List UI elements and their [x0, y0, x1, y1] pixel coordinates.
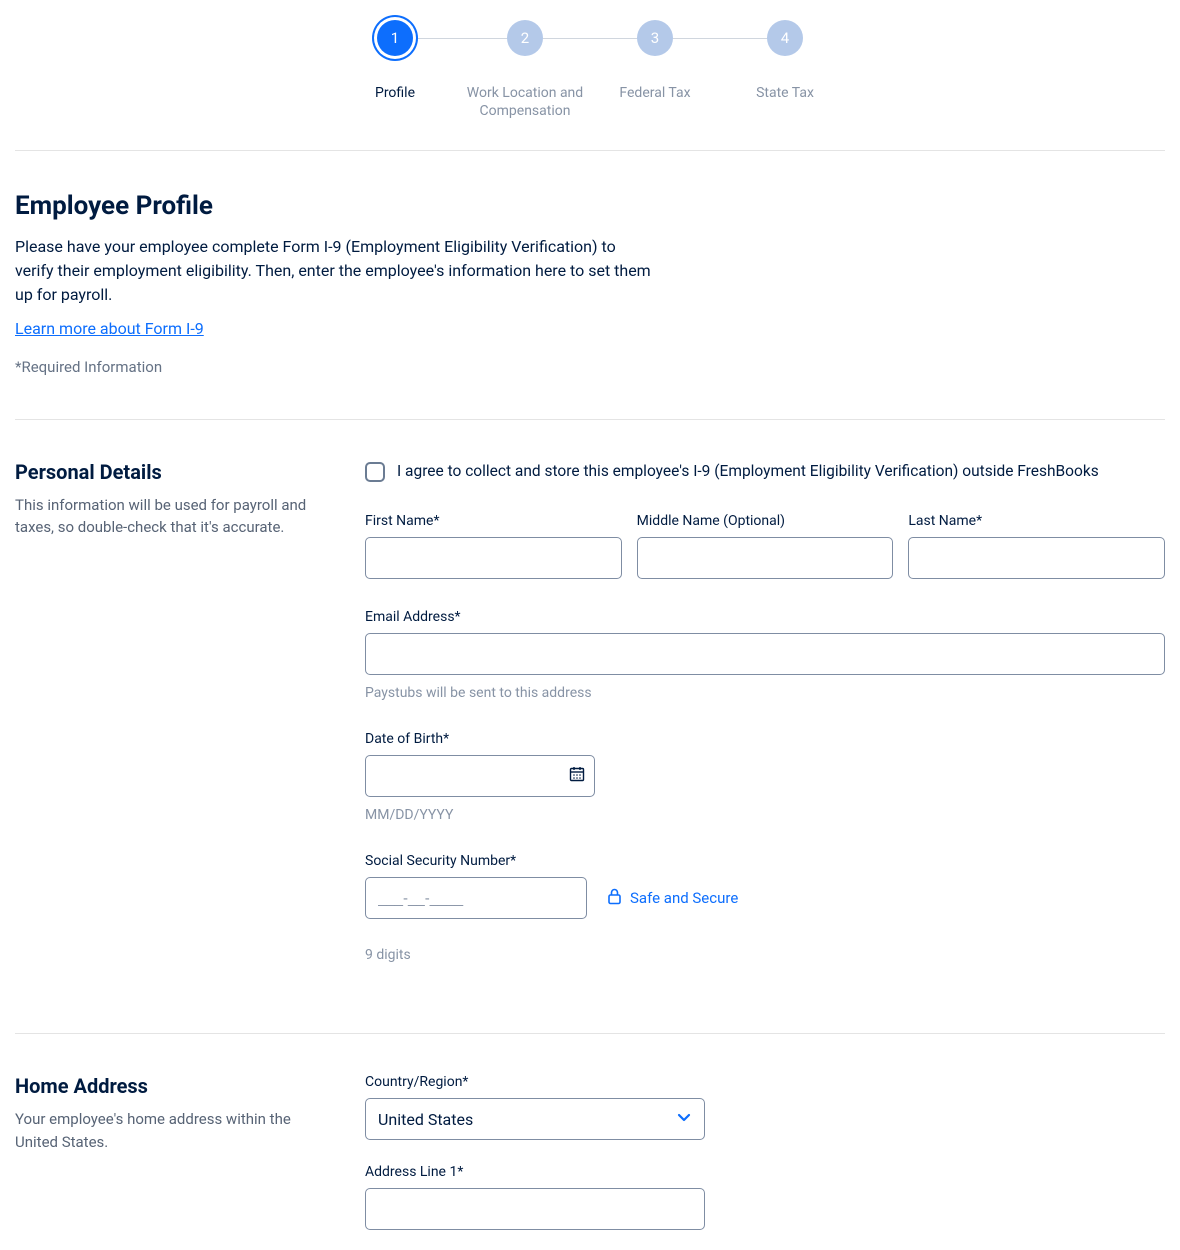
step-label: Profile: [375, 84, 415, 102]
i9-consent-label: I agree to collect and store this employ…: [397, 460, 1099, 483]
first-name-input[interactable]: [365, 537, 622, 579]
step-state-tax[interactable]: 4 State Tax: [720, 20, 850, 102]
stepper: 1 Profile 2 Work Location and Compensati…: [15, 20, 1165, 151]
step-federal-tax[interactable]: 3 Federal Tax: [590, 20, 720, 102]
step-connector: [395, 38, 525, 39]
step-number: 1: [377, 20, 413, 56]
step-number: 2: [507, 20, 543, 56]
page-description: Please have your employee complete Form …: [15, 235, 655, 307]
section-heading: Home Address: [15, 1074, 315, 1098]
step-label: State Tax: [756, 84, 814, 102]
step-number: 3: [637, 20, 673, 56]
personal-details-section: Personal Details This information will b…: [15, 460, 1165, 993]
i9-consent-checkbox[interactable]: [365, 462, 385, 482]
divider: [15, 419, 1165, 420]
address-line1-input[interactable]: [365, 1188, 705, 1230]
step-work-location[interactable]: 2 Work Location and Compensation: [460, 20, 590, 120]
learn-more-link[interactable]: Learn more about Form I-9: [15, 319, 204, 338]
email-input[interactable]: [365, 633, 1165, 675]
step-connector: [655, 38, 785, 39]
email-helper: Paystubs will be sent to this address: [365, 685, 1165, 701]
dob-label: Date of Birth*: [365, 731, 595, 747]
middle-name-input[interactable]: [637, 537, 894, 579]
step-label: Work Location and Compensation: [460, 84, 590, 120]
last-name-input[interactable]: [908, 537, 1165, 579]
dob-input[interactable]: [365, 755, 595, 797]
middle-name-label: Middle Name (Optional): [637, 513, 894, 529]
ssn-label: Social Security Number*: [365, 853, 765, 869]
divider: [15, 1033, 1165, 1034]
required-note: *Required Information: [15, 356, 655, 379]
safe-secure-badge: Safe and Secure: [607, 888, 738, 909]
country-value: United States: [378, 1110, 473, 1129]
step-number: 4: [767, 20, 803, 56]
section-heading: Personal Details: [15, 460, 315, 484]
lock-icon: [607, 888, 622, 909]
page-header: Employee Profile Please have your employ…: [15, 191, 1165, 379]
country-label: Country/Region*: [365, 1074, 705, 1090]
address-line1-label: Address Line 1*: [365, 1164, 705, 1180]
first-name-label: First Name*: [365, 513, 622, 529]
step-label: Federal Tax: [619, 84, 690, 102]
section-subtext: This information will be used for payrol…: [15, 494, 315, 539]
section-subtext: Your employee's home address within the …: [15, 1108, 315, 1153]
dob-helper: MM/DD/YYYY: [365, 807, 595, 823]
safe-secure-text: Safe and Secure: [630, 889, 738, 907]
country-select[interactable]: United States: [365, 1098, 705, 1140]
email-label: Email Address*: [365, 609, 1165, 625]
last-name-label: Last Name*: [908, 513, 1165, 529]
ssn-helper: 9 digits: [365, 947, 765, 963]
page-title: Employee Profile: [15, 191, 1165, 221]
step-profile[interactable]: 1 Profile: [330, 20, 460, 102]
step-connector: [525, 38, 655, 39]
ssn-input[interactable]: [365, 877, 587, 919]
home-address-section: Home Address Your employee's home addres…: [15, 1074, 1165, 1230]
chevron-down-icon: [676, 1109, 692, 1129]
